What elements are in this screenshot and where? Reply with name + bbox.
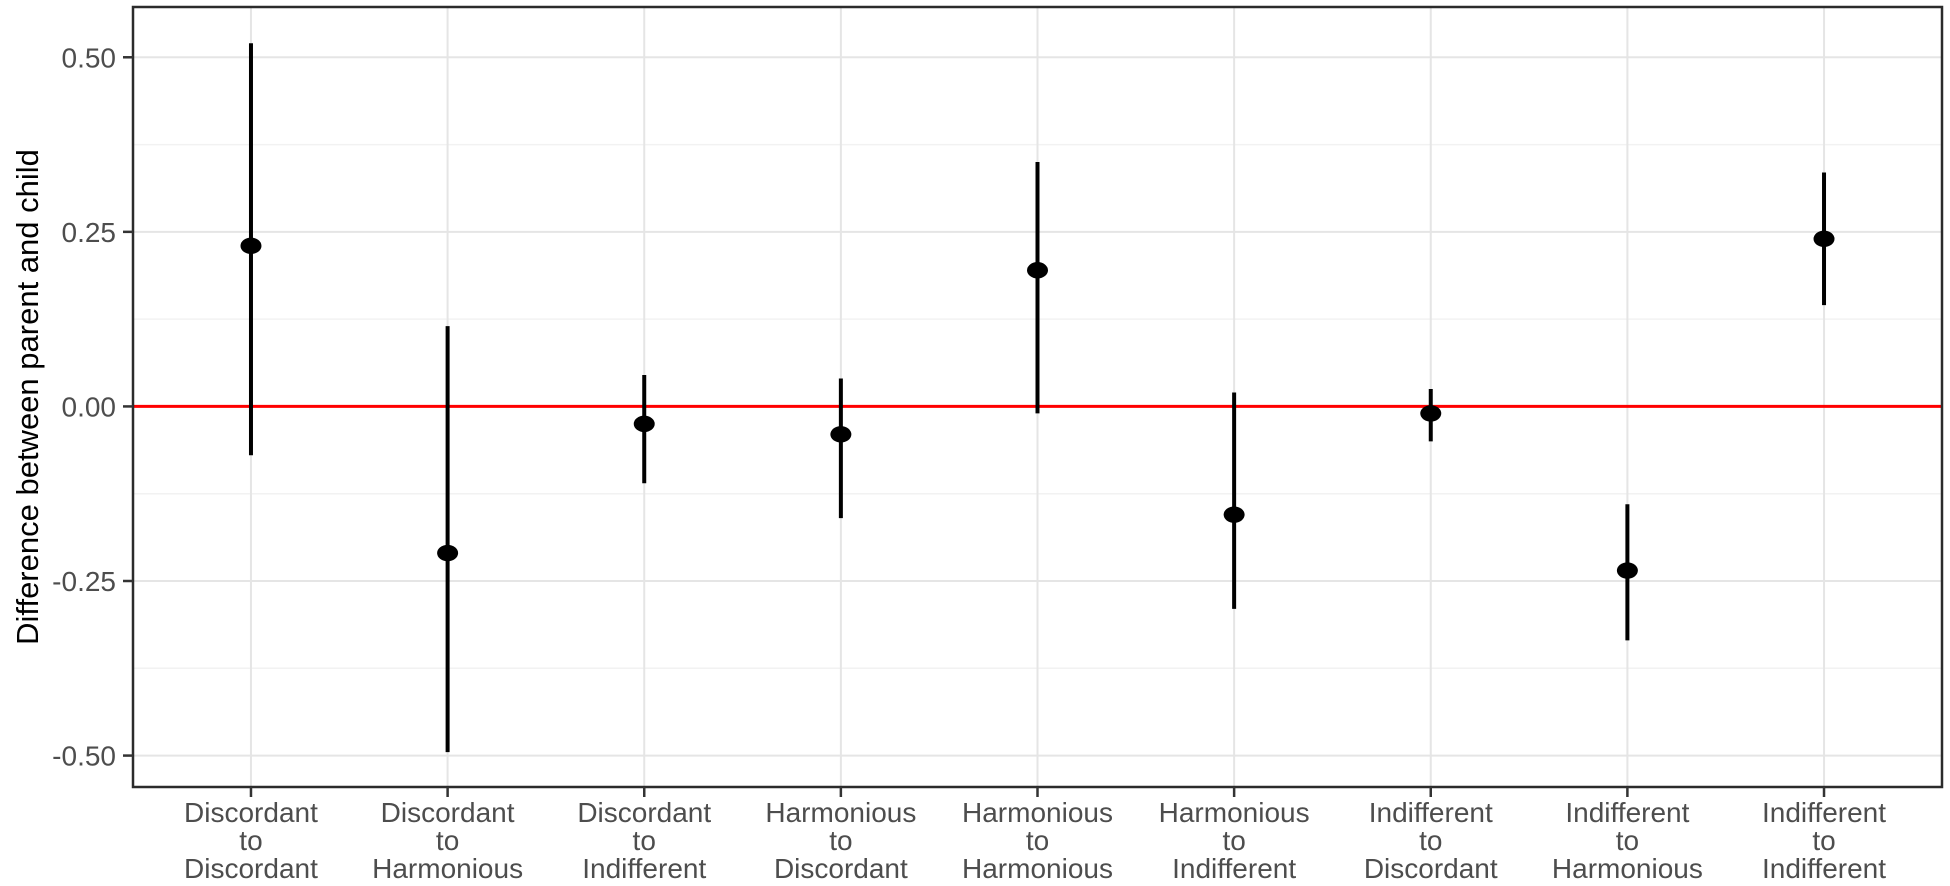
x-axis-tick-label: to: [1419, 825, 1442, 856]
point-estimate-marker: [240, 237, 262, 255]
x-axis-tick-label: Harmonious: [372, 853, 523, 884]
x-axis-tick-label: to: [829, 825, 852, 856]
y-axis-tick-label: -0.50: [52, 741, 116, 772]
x-axis-tick-label: to: [1812, 825, 1835, 856]
data-layer: [240, 43, 1835, 753]
point-estimate-marker: [633, 415, 655, 433]
x-axis-tick-label: Indifferent: [1762, 853, 1886, 884]
y-axis-tick-label: 0.50: [62, 42, 117, 73]
y-axis-tick-label: 0.25: [62, 217, 117, 248]
point-estimate-marker: [1420, 405, 1442, 422]
x-axis-tick-label: Harmonious: [962, 853, 1113, 884]
point-estimate-marker: [1813, 230, 1835, 248]
x-axis-tick-label: to: [1616, 825, 1639, 856]
y-axis-title: Difference between parent and child: [10, 149, 45, 645]
x-axis-tick-label: Harmonious: [765, 797, 916, 828]
point-estimate-marker: [1223, 506, 1245, 523]
x-axis-tick-label: Discordant: [1364, 853, 1498, 884]
x-axis-tick-label: to: [1026, 825, 1049, 856]
x-axis-tick-label: Harmonious: [962, 797, 1113, 828]
point-estimate-marker: [437, 544, 459, 562]
x-axis-tick-label: to: [633, 825, 656, 856]
x-axis-tick-label: Indifferent: [1762, 797, 1886, 828]
x-axis-tick-label: to: [1222, 825, 1245, 856]
x-axis-tick-label: Indifferent: [1369, 797, 1493, 828]
point-estimate-marker: [1616, 562, 1638, 579]
x-axis-tick-label: to: [239, 825, 262, 856]
x-axis-tick-label: to: [436, 825, 459, 856]
axes-layer: 0.500.250.00-0.25-0.50DiscordanttoDiscor…: [52, 42, 1886, 884]
point-estimate-marker: [1027, 262, 1048, 279]
point-estimate-marker: [830, 426, 852, 443]
x-axis-tick-label: Indifferent: [582, 853, 706, 884]
x-axis-tick-label: Indifferent: [1565, 797, 1689, 828]
x-axis-tick-label: Harmonious: [1159, 797, 1310, 828]
x-axis-tick-label: Discordant: [184, 853, 318, 884]
x-axis-tick-label: Discordant: [381, 797, 515, 828]
x-axis-tick-label: Discordant: [184, 797, 318, 828]
y-axis-tick-label: -0.25: [52, 566, 116, 597]
y-axis-tick-label: 0.00: [62, 391, 117, 422]
x-axis-tick-label: Harmonious: [1552, 853, 1703, 884]
x-axis-tick-label: Discordant: [577, 797, 711, 828]
x-axis-tick-label: Discordant: [774, 853, 908, 884]
x-axis-tick-label: Indifferent: [1172, 853, 1296, 884]
